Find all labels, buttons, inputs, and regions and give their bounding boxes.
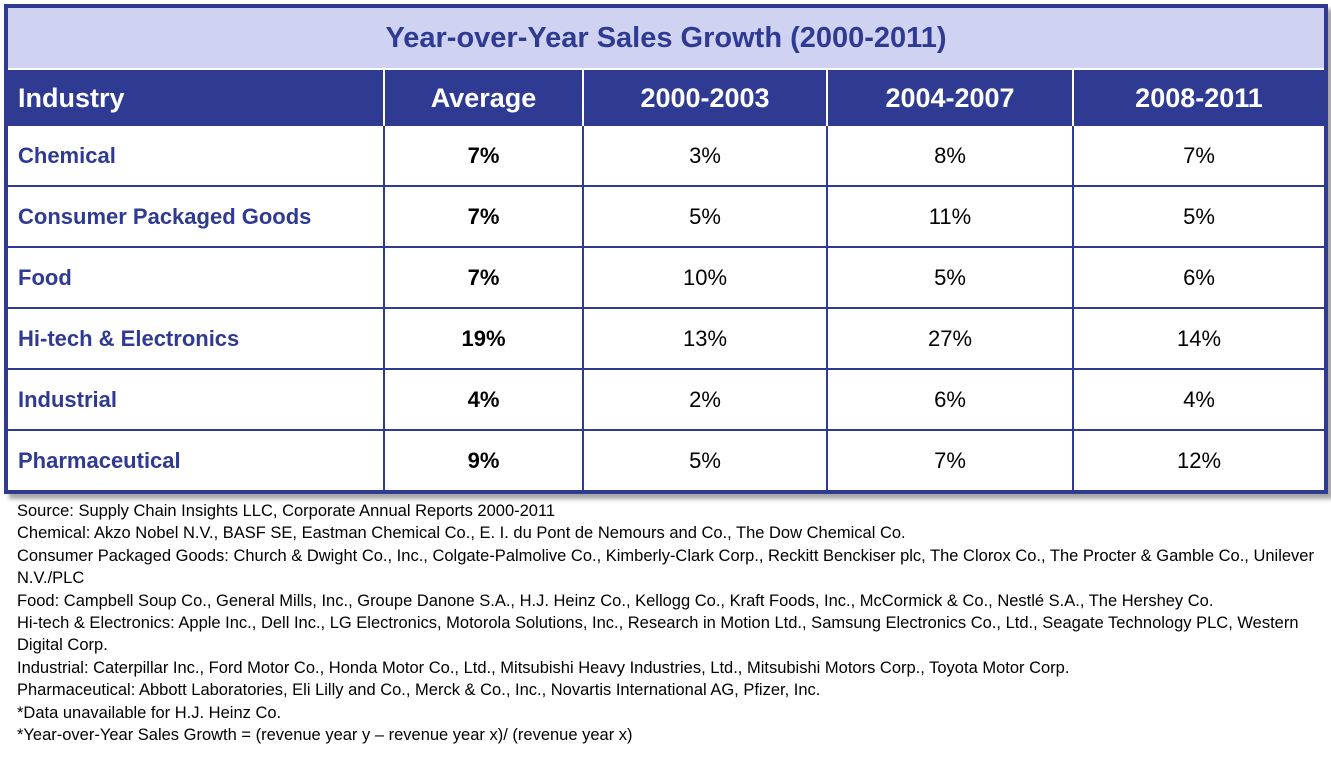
table-row: Chemical 7% 3% 8% 7% (8, 126, 1324, 186)
value-cell-2008-2011: 6% (1072, 246, 1324, 308)
value-cell-2000-2003: 5% (582, 429, 827, 490)
data-table: Industry Average 2000-2003 2004-2007 200… (8, 70, 1324, 490)
value-cell-2000-2003: 3% (582, 126, 827, 186)
column-header-average: Average (383, 70, 583, 126)
footnote-food: Food: Campbell Soup Co., General Mills, … (17, 591, 1214, 610)
value-cell-2008-2011: 4% (1072, 368, 1324, 430)
value-cell-2004-2007: 11% (826, 185, 1073, 247)
column-header-2000-2003: 2000-2003 (582, 70, 827, 126)
footnote-heinz: *Data unavailable for H.J. Heinz Co. (17, 703, 282, 722)
average-cell: 9% (383, 429, 583, 490)
footnotes: Source: Supply Chain Insights LLC, Corpo… (17, 500, 1317, 746)
table-row: Pharmaceutical 9% 5% 7% 12% (8, 429, 1324, 490)
average-cell: 7% (383, 246, 583, 308)
column-header-2008-2011: 2008-2011 (1072, 70, 1324, 126)
value-cell-2000-2003: 10% (582, 246, 827, 308)
footnote-hi-tech-electronics: Hi-tech & Electronics: Apple Inc., Dell … (17, 614, 1299, 655)
table-row: Food 7% 10% 5% 6% (8, 246, 1324, 308)
value-cell-2000-2003: 2% (582, 368, 827, 430)
value-cell-2008-2011: 12% (1072, 429, 1324, 490)
industry-cell: Consumer Packaged Goods (8, 185, 384, 247)
footnote-formula: *Year-over-Year Sales Growth = (revenue … (17, 726, 633, 745)
average-cell: 7% (383, 126, 583, 186)
value-cell-2004-2007: 8% (826, 126, 1073, 186)
table-row: Industrial 4% 2% 6% 4% (8, 368, 1324, 430)
industry-cell: Food (8, 246, 384, 308)
table-title: Year-over-Year Sales Growth (2000-2011) (8, 8, 1324, 70)
source-note: Source: Supply Chain Insights LLC, Corpo… (17, 502, 556, 520)
header-row: Industry Average 2000-2003 2004-2007 200… (8, 70, 1324, 126)
growth-table: Year-over-Year Sales Growth (2000-2011) … (4, 4, 1328, 494)
footnote-consumer-packaged-goods: Consumer Packaged Goods: Church & Dwight… (17, 546, 1314, 588)
industry-cell: Industrial (8, 368, 384, 430)
table-row: Consumer Packaged Goods 7% 5% 11% 5% (8, 185, 1324, 247)
value-cell-2004-2007: 6% (826, 368, 1073, 430)
value-cell-2008-2011: 5% (1072, 185, 1324, 247)
industry-cell: Hi-tech & Electronics (8, 307, 384, 369)
table-row: Hi-tech & Electronics 19% 13% 27% 14% (8, 307, 1324, 369)
footnote-industrial: Industrial: Caterpillar Inc., Ford Motor… (17, 658, 1070, 677)
average-cell: 19% (383, 307, 583, 369)
industry-cell: Pharmaceutical (8, 429, 384, 490)
average-cell: 4% (383, 368, 583, 430)
value-cell-2000-2003: 5% (582, 185, 827, 247)
average-cell: 7% (383, 185, 583, 247)
value-cell-2008-2011: 7% (1072, 126, 1324, 186)
value-cell-2004-2007: 5% (826, 246, 1073, 308)
value-cell-2004-2007: 7% (826, 429, 1073, 490)
value-cell-2008-2011: 14% (1072, 307, 1324, 369)
value-cell-2004-2007: 27% (826, 307, 1073, 369)
industry-cell: Chemical (18, 143, 116, 168)
footnote-chemical: Chemical: Akzo Nobel N.V., BASF SE, East… (17, 524, 906, 543)
column-header-industry: Industry (8, 70, 384, 126)
column-header-2004-2007: 2004-2007 (826, 70, 1073, 126)
footnote-pharmaceutical: Pharmaceutical: Abbott Laboratories, Eli… (17, 681, 821, 700)
value-cell-2000-2003: 13% (582, 307, 827, 369)
